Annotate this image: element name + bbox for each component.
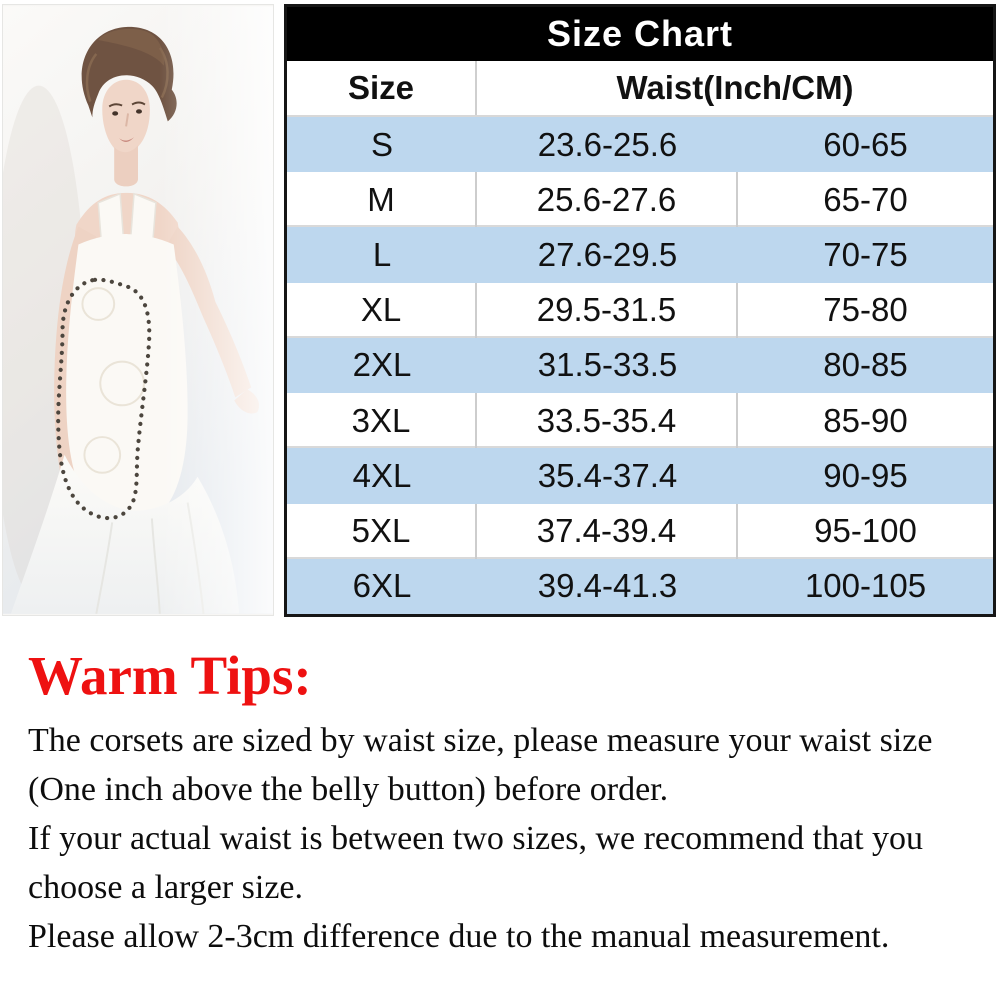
warm-tips-line: Please allow 2-3cm difference due to the… xyxy=(28,918,890,955)
photo-light-wash xyxy=(159,6,273,614)
waist-inch-cell: 39.4-41.3 xyxy=(537,567,678,605)
waist-cm-cell: 90-95 xyxy=(823,456,908,494)
waist-cm-cell: 80-85 xyxy=(823,346,908,384)
size-cell: 5XL xyxy=(287,503,477,559)
table-row-5xl: 5XL 37.4-39.4 95-100 xyxy=(287,503,993,559)
waist-inch-cell: 25.6-27.6 xyxy=(477,172,738,228)
size-cell: M xyxy=(287,172,477,228)
table-row-s: S 23.6-25.6 60-65 xyxy=(287,117,993,173)
waist-cm-cell: 85-90 xyxy=(823,401,908,439)
warm-tips-line: If your actual waist is between two size… xyxy=(28,820,924,857)
size-cell: S xyxy=(370,125,393,163)
waist-cm-cell: 95-100 xyxy=(814,512,917,550)
size-cell: 2XL xyxy=(352,346,412,384)
table-row-3xl: 3XL 33.5-35.4 85-90 xyxy=(287,393,993,449)
waist-inch-cell: 27.6-29.5 xyxy=(537,236,678,274)
table-header-row: Size Waist(Inch/CM) xyxy=(287,61,993,117)
warm-tips-line: The corsets are sized by waist size, ple… xyxy=(28,722,933,759)
waist-inch-cell: 31.5-33.5 xyxy=(537,346,678,384)
size-cell: 3XL xyxy=(287,393,477,449)
warm-tips-line: choose a larger size. xyxy=(28,869,304,906)
size-cell: L xyxy=(372,236,392,274)
size-cell: XL xyxy=(287,282,477,338)
beaded-corset-outline xyxy=(56,277,152,521)
table-row-xl: XL 29.5-31.5 75-80 xyxy=(287,282,993,338)
table-row-6xl: 6XL 39.4-41.3 100-105 xyxy=(287,558,993,614)
model-photo xyxy=(2,4,274,616)
waist-cm-cell: 65-70 xyxy=(823,180,908,218)
waist-inch-cell: 35.4-37.4 xyxy=(537,456,678,494)
warm-tips-heading: Warm Tips: xyxy=(28,645,312,706)
waist-inch-cell: 37.4-39.4 xyxy=(477,503,738,559)
waist-inch-cell: 29.5-31.5 xyxy=(477,282,738,338)
column-header-waist: Waist(Inch/CM) xyxy=(616,69,854,106)
table-row-l: L 27.6-29.5 70-75 xyxy=(287,227,993,283)
size-chart-table: Size Chart Size Waist(Inch/CM) S 23.6-25… xyxy=(284,4,996,617)
warm-tips-line: (One inch above the belly button) before… xyxy=(28,771,669,808)
waist-cm-cell: 70-75 xyxy=(823,236,908,274)
table-row-2xl: 2XL 31.5-33.5 80-85 xyxy=(287,337,993,394)
waist-inch-cell: 33.5-35.4 xyxy=(477,393,738,449)
table-row-4xl: 4XL 35.4-37.4 90-95 xyxy=(287,448,993,504)
waist-cm-cell: 100-105 xyxy=(804,567,927,605)
size-cell: 6XL xyxy=(352,567,412,605)
warm-tips-section: Warm Tips: The corsets are sized by wais… xyxy=(28,646,980,961)
waist-inch-cell: 23.6-25.6 xyxy=(537,125,678,163)
size-cell: 4XL xyxy=(352,456,412,494)
column-header-size: Size xyxy=(287,61,477,115)
waist-cm-cell: 75-80 xyxy=(823,291,908,329)
table-row-m: M 25.6-27.6 65-70 xyxy=(287,172,993,228)
table-body: S 23.6-25.6 60-65 M 25.6-27.6 65-70 L 27… xyxy=(287,117,993,614)
waist-cm-cell: 60-65 xyxy=(823,125,908,163)
size-chart-title: Size Chart xyxy=(287,7,993,61)
model-photo-illustration xyxy=(3,6,273,614)
model-face xyxy=(102,79,150,187)
